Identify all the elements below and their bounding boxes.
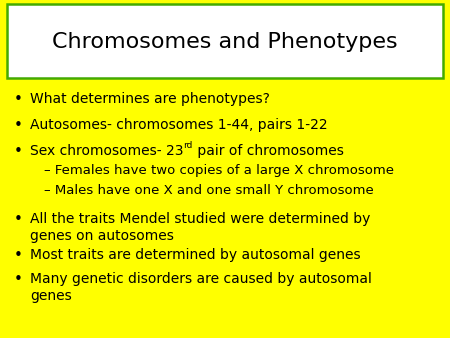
Text: pair of chromosomes: pair of chromosomes <box>193 144 344 158</box>
Text: •: • <box>14 118 23 133</box>
Text: Sex chromosomes- 23: Sex chromosomes- 23 <box>30 144 184 158</box>
Text: Most traits are determined by autosomal genes: Most traits are determined by autosomal … <box>30 248 360 262</box>
Text: – Females have two copies of a large X chromosome: – Females have two copies of a large X c… <box>44 164 394 177</box>
Text: Chromosomes and Phenotypes: Chromosomes and Phenotypes <box>52 32 398 52</box>
Text: Autosomes- chromosomes 1-44, pairs 1-22: Autosomes- chromosomes 1-44, pairs 1-22 <box>30 118 328 132</box>
Text: •: • <box>14 144 23 159</box>
Text: What determines are phenotypes?: What determines are phenotypes? <box>30 92 270 106</box>
Text: – Males have one X and one small Y chromosome: – Males have one X and one small Y chrom… <box>44 184 374 197</box>
Text: All the traits Mendel studied were determined by
genes on autosomes: All the traits Mendel studied were deter… <box>30 212 370 243</box>
Text: rd: rd <box>184 141 193 150</box>
FancyBboxPatch shape <box>7 4 443 78</box>
Text: •: • <box>14 212 23 227</box>
Text: Many genetic disorders are caused by autosomal
genes: Many genetic disorders are caused by aut… <box>30 272 372 303</box>
Text: •: • <box>14 272 23 287</box>
Text: •: • <box>14 92 23 107</box>
Text: •: • <box>14 248 23 263</box>
